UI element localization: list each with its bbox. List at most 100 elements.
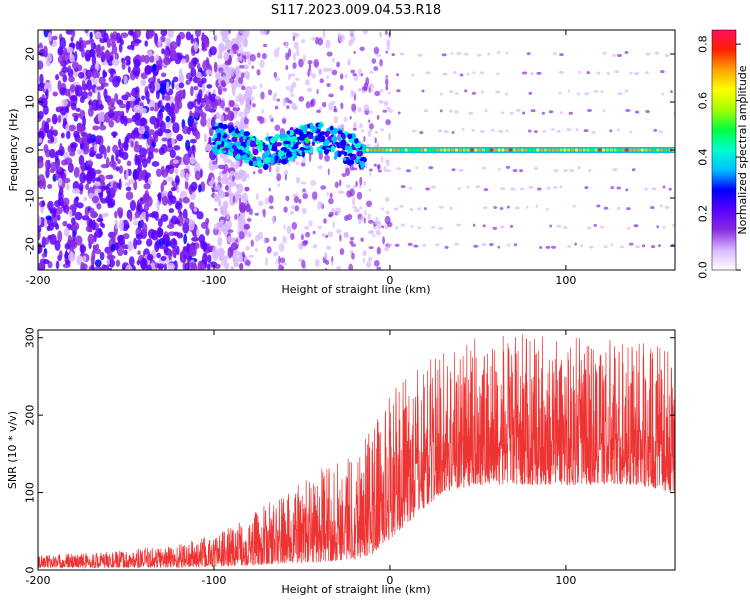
heatmap-cell xyxy=(359,206,363,210)
heatmap-cell xyxy=(268,163,272,173)
heatmap-cell xyxy=(644,187,648,191)
heatmap-cell xyxy=(653,128,658,132)
heatmap-cell xyxy=(634,72,640,76)
snr-ytick-label: 0 xyxy=(24,567,37,574)
heatmap-cell xyxy=(66,183,70,191)
heatmap-cell xyxy=(278,242,285,252)
heatmap-cell xyxy=(301,259,306,269)
heatmap-cell xyxy=(133,39,142,44)
heatmap-cell xyxy=(268,114,273,120)
heatmap-cell xyxy=(350,89,355,98)
heatmap-cell xyxy=(450,52,454,56)
heatmap-cell xyxy=(222,207,228,216)
heatmap-cell xyxy=(368,188,372,192)
tonal-line-cell xyxy=(497,148,501,152)
heatmap-cell xyxy=(60,159,68,166)
heatmap-cell xyxy=(38,84,45,92)
tonal-line-cell xyxy=(485,148,490,152)
heatmap-cell xyxy=(360,73,364,77)
heatmap-cell xyxy=(228,180,237,187)
heatmap-cell xyxy=(65,205,69,215)
heatmap-cell xyxy=(635,245,640,249)
heatmap-cell xyxy=(322,30,326,39)
heatmap-cell xyxy=(117,183,121,190)
heatmap-cell xyxy=(286,85,290,91)
heatmap-cell xyxy=(223,51,230,61)
heatmap-cell xyxy=(628,242,634,246)
heatmap-cell xyxy=(407,242,413,246)
heatmap-cell xyxy=(363,104,370,112)
heatmap-cell xyxy=(383,100,389,106)
heatmap-cell xyxy=(275,165,280,174)
heatmap-cell xyxy=(457,187,461,191)
heatmap-cell xyxy=(211,160,218,165)
heatmap-cell xyxy=(283,140,291,145)
heatmap-cell xyxy=(127,66,131,74)
heatmap-cell xyxy=(190,112,197,118)
heatmap-cell xyxy=(435,243,440,247)
heatmap-cell xyxy=(334,181,339,188)
heatmap-cell xyxy=(160,255,167,262)
heatmap-cell xyxy=(359,176,363,186)
heatmap-cell xyxy=(375,229,381,236)
heatmap-cell xyxy=(236,52,241,57)
heatmap-cell xyxy=(376,54,382,58)
heatmap-cell xyxy=(528,91,533,95)
heatmap-cell xyxy=(353,110,357,114)
heatmap-cell xyxy=(38,110,44,120)
tonal-line-cell xyxy=(555,148,559,152)
heatmap-cell xyxy=(70,217,76,226)
heatmap-cell xyxy=(140,117,147,127)
heatmap-cell xyxy=(250,140,256,147)
heatmap-cell xyxy=(109,160,115,168)
heatmap-cell xyxy=(318,123,323,128)
heatmap-cell xyxy=(46,225,51,232)
heatmap-cell xyxy=(306,87,313,93)
heatmap-cell xyxy=(251,137,256,142)
tonal-line-cell xyxy=(481,148,486,152)
heatmap-cell xyxy=(551,245,557,249)
heatmap-cell xyxy=(399,52,405,56)
heatmap-cell xyxy=(292,193,299,198)
heatmap-cell xyxy=(213,223,220,231)
heatmap-cell xyxy=(141,95,146,101)
heatmap-cell xyxy=(220,45,228,51)
heatmap-cell xyxy=(309,154,312,163)
heatmap-cell xyxy=(237,145,244,150)
heatmap-cell xyxy=(41,200,45,207)
heatmap-cell xyxy=(361,90,367,94)
heatmap-cell xyxy=(115,259,121,267)
heatmap-cell xyxy=(254,234,260,242)
tonal-line-cell xyxy=(416,148,420,152)
heatmap-cell xyxy=(339,84,344,91)
heatmap-cell xyxy=(507,243,511,247)
heatmap-cell xyxy=(103,147,107,160)
colorbar-tick-label: 0.4 xyxy=(697,148,710,166)
heatmap-cell xyxy=(119,142,124,149)
heatmap-cell xyxy=(521,71,528,75)
heatmap-cell xyxy=(171,79,175,90)
heatmap-cell xyxy=(65,130,71,140)
heatmap-cell xyxy=(525,205,529,209)
heatmap-cell xyxy=(475,185,481,189)
heatmap-cell xyxy=(108,267,113,270)
heatmap-cell xyxy=(152,133,159,143)
heatmap-cell xyxy=(572,204,576,208)
heatmap-cell xyxy=(563,168,568,172)
heatmap-cell xyxy=(328,197,334,205)
heatmap-cell xyxy=(68,209,73,218)
tonal-line-cell xyxy=(462,148,466,152)
colorbar: 0.0 0.2 0.4 0.6 0.8 Normalized spectral ampl… xyxy=(697,29,749,279)
heatmap-cell xyxy=(472,223,476,227)
heatmap-cell xyxy=(350,34,356,44)
heatmap-cell xyxy=(437,129,443,133)
heatmap-cell xyxy=(160,213,169,222)
heatmap-cell xyxy=(373,260,380,267)
spectrogram-ytick-label: 10 xyxy=(24,95,37,109)
heatmap-cell xyxy=(308,220,313,227)
heatmap-cell xyxy=(219,99,225,109)
heatmap-cell xyxy=(286,105,290,110)
heatmap-cell xyxy=(52,91,58,97)
heatmap-cell xyxy=(168,249,172,261)
heatmap-cell xyxy=(612,168,618,172)
